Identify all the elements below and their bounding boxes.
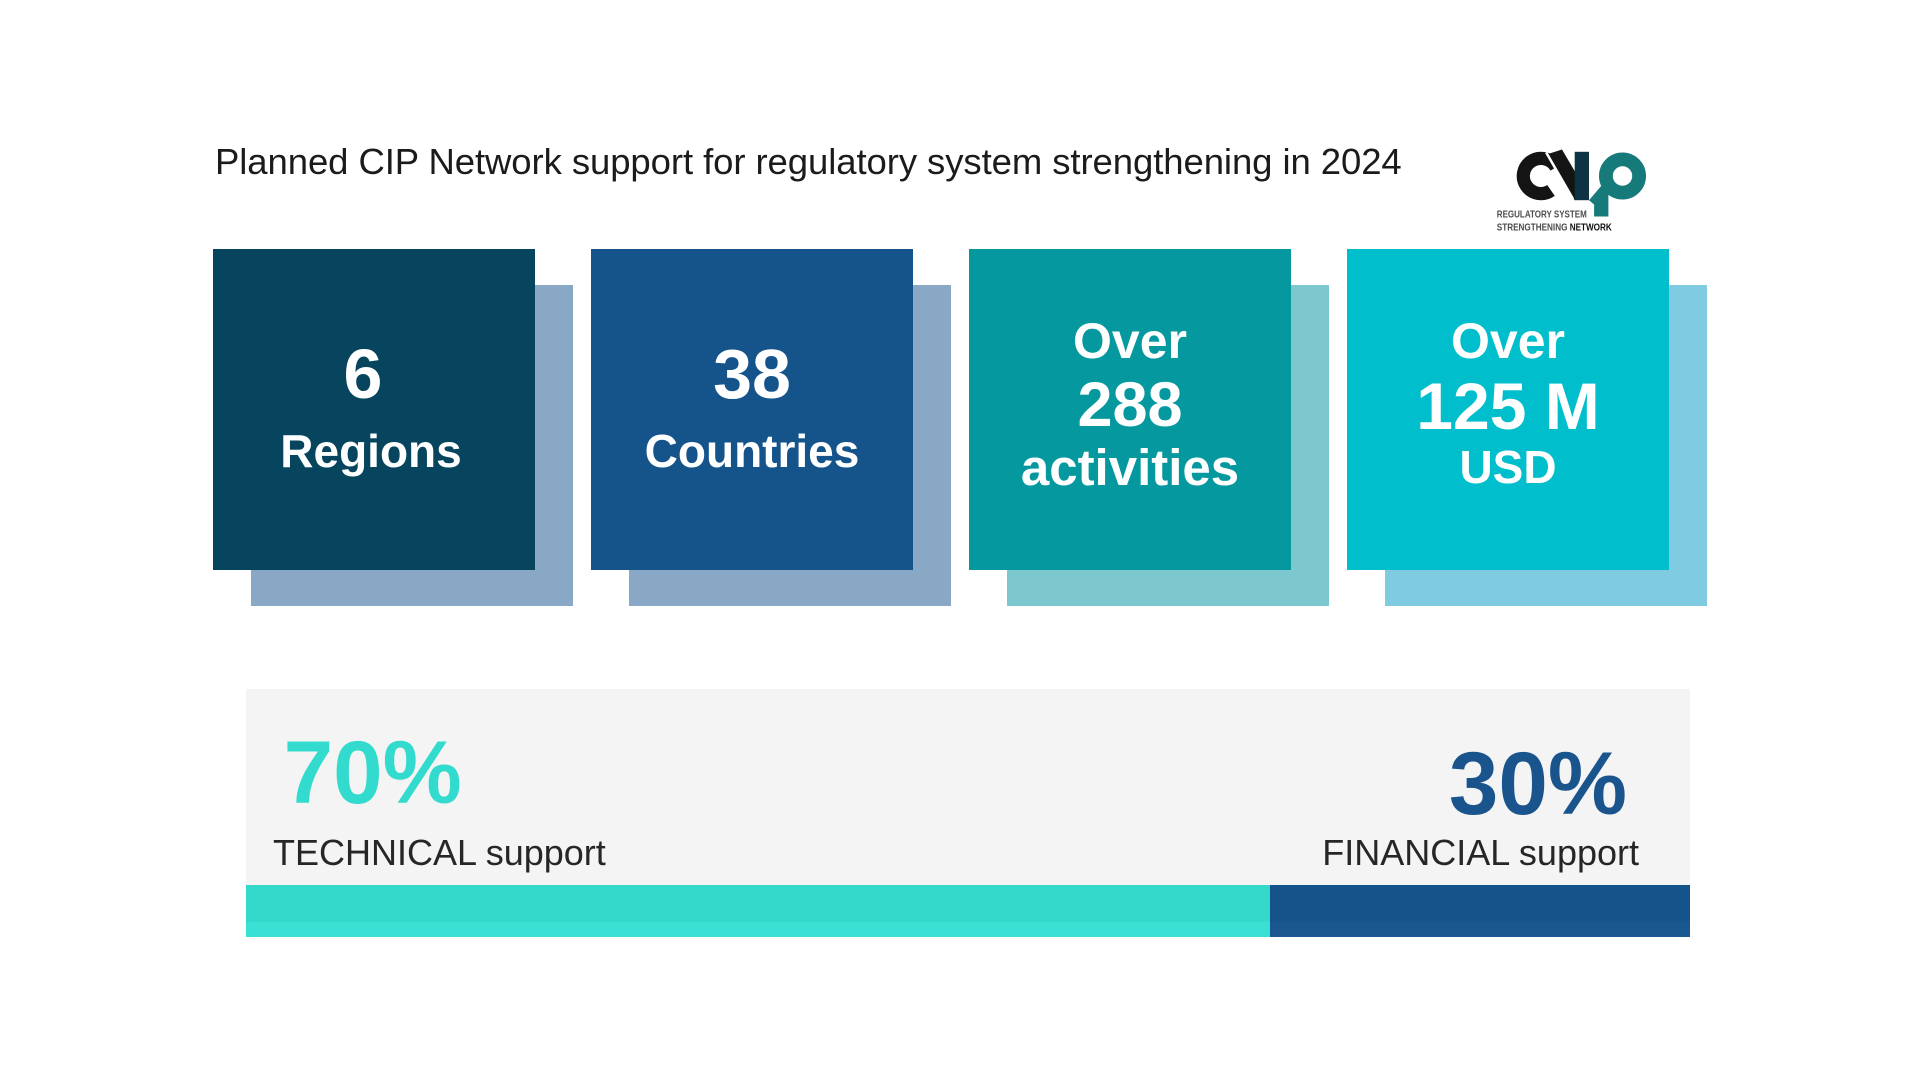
svg-text:REGULATORY SYSTEM: REGULATORY SYSTEM xyxy=(1497,209,1587,220)
svg-text:STRENGTHENING NETWORK: STRENGTHENING NETWORK xyxy=(1497,223,1613,234)
